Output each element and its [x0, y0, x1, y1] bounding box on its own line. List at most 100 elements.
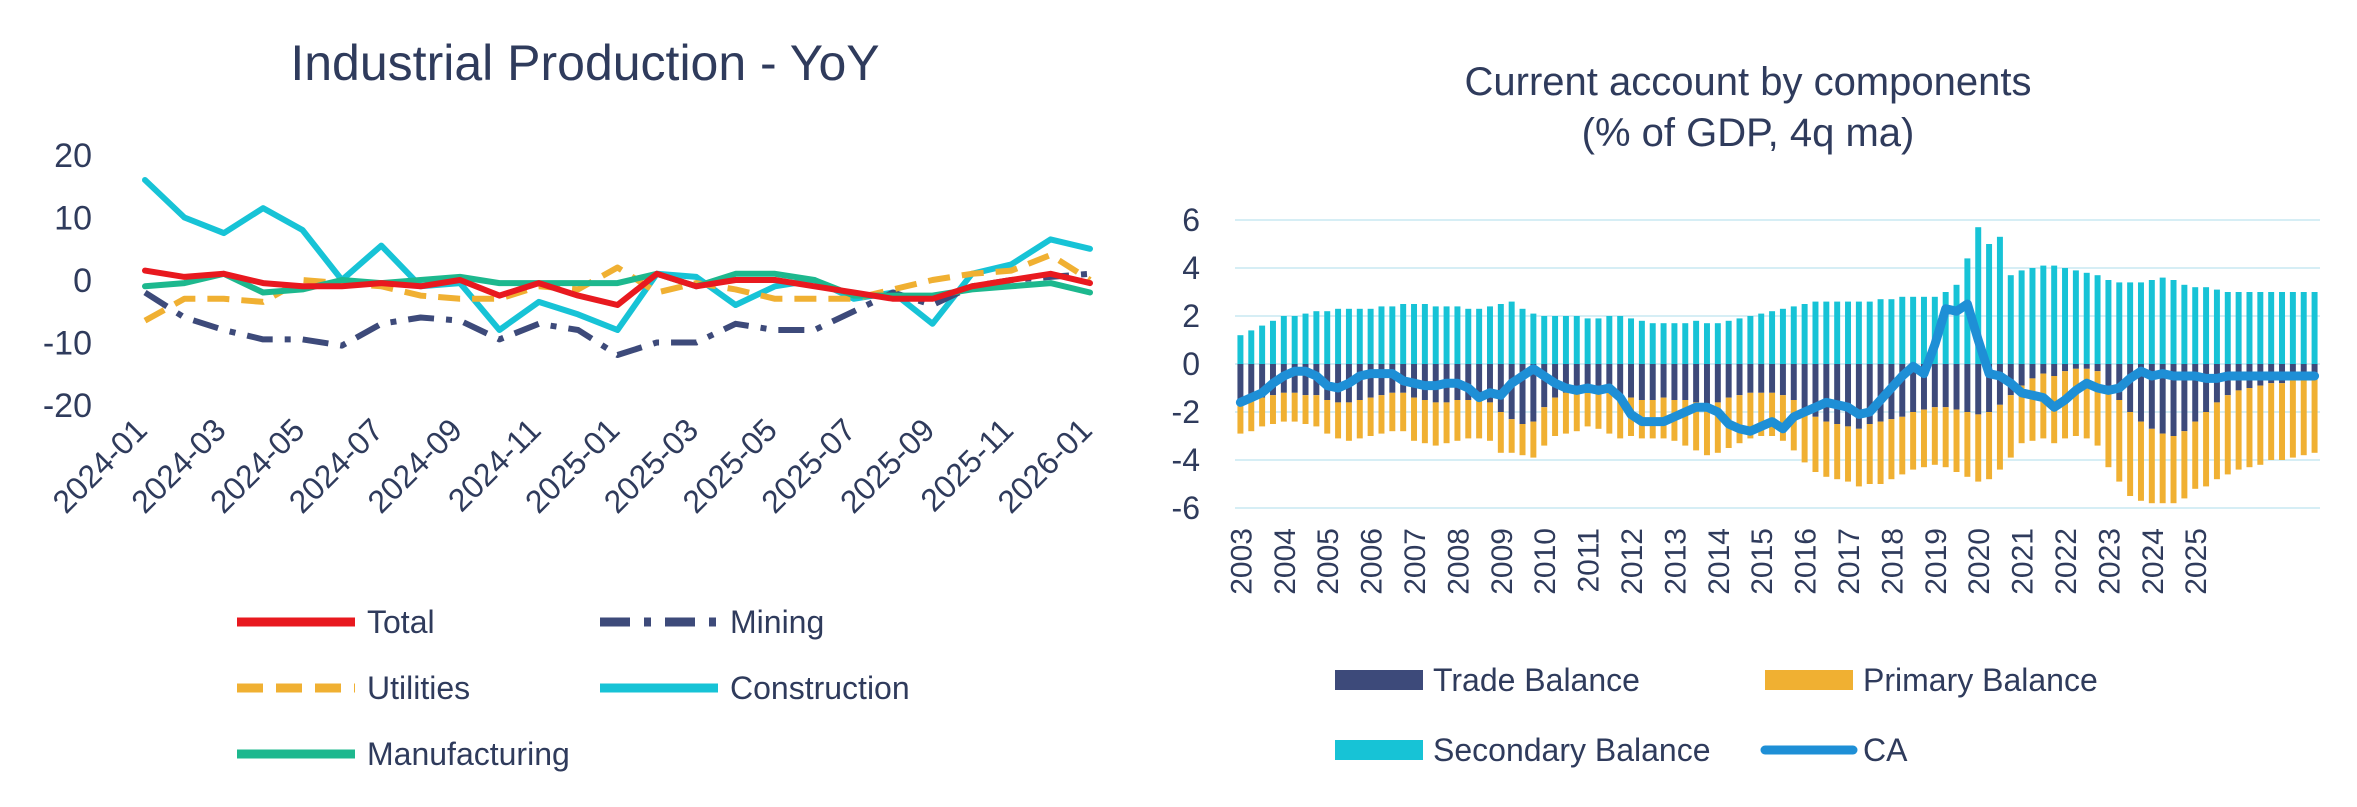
- bar-primary-balance: [2279, 383, 2286, 460]
- bar-trade-balance: [1736, 364, 1743, 396]
- bar-secondary-balance: [1313, 311, 1320, 364]
- legend: Trade Balance Primary Balance Secondary Ba…: [1335, 662, 2098, 768]
- bar-secondary-balance: [1855, 301, 1862, 364]
- x-tick-label: 2006: [1356, 528, 1389, 595]
- x-tick-label: 2008: [1442, 528, 1475, 595]
- bar-secondary-balance: [2311, 292, 2318, 364]
- bar-trade-balance: [1530, 364, 1537, 422]
- bar-trade-balance: [1617, 364, 1624, 396]
- bar-primary-balance: [2181, 431, 2188, 499]
- x-tick-label: 2011: [1573, 528, 1606, 593]
- bar-primary-balance: [1541, 407, 1548, 446]
- bar-primary-balance: [1259, 397, 1266, 427]
- bar-trade-balance: [1497, 364, 1504, 412]
- bar-secondary-balance: [1801, 304, 1808, 364]
- bar-secondary-balance: [1248, 330, 1255, 364]
- bar-secondary-balance: [1628, 318, 1635, 364]
- bar-primary-balance: [2040, 373, 2047, 439]
- y-tick-label: 10: [54, 200, 92, 238]
- bar-trade-balance: [1910, 364, 1917, 412]
- bar-secondary-balance: [2116, 282, 2123, 364]
- bar-secondary-balance: [1920, 296, 1927, 364]
- legend-label: Primary Balance: [1863, 662, 2098, 698]
- x-tick-label: 2023: [2093, 528, 2126, 595]
- bar-secondary-balance: [1812, 301, 1819, 364]
- bar-trade-balance: [1703, 364, 1710, 405]
- bar-primary-balance: [1356, 400, 1363, 439]
- bar-secondary-balance: [1638, 320, 1645, 364]
- bar-secondary-balance: [1790, 306, 1797, 364]
- legend-swatch-primary-balance: [1765, 670, 1853, 690]
- bar-primary-balance: [2072, 368, 2079, 436]
- bar-trade-balance: [1899, 364, 1906, 417]
- bar-secondary-balance: [2094, 275, 2101, 364]
- legend-label: Total: [367, 604, 435, 640]
- legend-label: CA: [1863, 732, 1908, 768]
- bar-primary-balance: [1432, 402, 1439, 446]
- bar-primary-balance: [1758, 392, 1765, 436]
- bar-secondary-balance: [2029, 268, 2036, 364]
- bar-trade-balance: [1291, 364, 1298, 393]
- x-tick-label: 2010: [1529, 528, 1562, 595]
- bar-secondary-balance: [1411, 304, 1418, 364]
- bar-trade-balance: [1812, 364, 1819, 417]
- bar-secondary-balance: [2181, 284, 2188, 364]
- bar-primary-balance: [1975, 414, 1982, 482]
- x-tick-label: 2021: [2007, 528, 2040, 595]
- y-tick-label: 6: [1182, 202, 1200, 238]
- bar-trade-balance: [2148, 364, 2155, 429]
- bar-trade-balance: [2105, 364, 2112, 388]
- bar-trade-balance: [2192, 364, 2199, 422]
- bar-secondary-balance: [1508, 301, 1515, 364]
- y-tick-label: -6: [1172, 490, 1200, 526]
- x-tick-label: 2020: [1963, 528, 1996, 595]
- bar-primary-balance: [2148, 428, 2155, 504]
- y-tick-label: -2: [1172, 394, 1200, 430]
- bar-primary-balance: [1280, 392, 1287, 422]
- bar-secondary-balance: [1378, 306, 1385, 364]
- bar-secondary-balance: [1324, 311, 1331, 364]
- bar-trade-balance: [1562, 364, 1569, 393]
- bar-secondary-balance: [1899, 296, 1906, 364]
- bar-trade-balance: [1714, 364, 1721, 403]
- bar-primary-balance: [1302, 395, 1309, 424]
- bar-secondary-balance: [1335, 308, 1342, 364]
- bar-secondary-balance: [2279, 292, 2286, 364]
- bar-secondary-balance: [1345, 308, 1352, 364]
- bar-secondary-balance: [1736, 318, 1743, 364]
- bar-secondary-balance: [1280, 316, 1287, 364]
- bar-secondary-balance: [1866, 301, 1873, 364]
- bar-secondary-balance: [2257, 292, 2264, 364]
- bar-primary-balance: [1389, 392, 1396, 432]
- bar-trade-balance: [1866, 364, 1873, 424]
- bar-primary-balance: [2127, 412, 2134, 496]
- bar-primary-balance: [1910, 412, 1917, 470]
- bar-primary-balance: [2116, 400, 2123, 482]
- bar-trade-balance: [1931, 364, 1938, 408]
- bar-primary-balance: [1888, 419, 1895, 480]
- bar-trade-balance: [1476, 364, 1483, 400]
- x-tick-label: 2016: [1790, 528, 1823, 595]
- x-tick-label: 2012: [1616, 528, 1649, 595]
- bar-secondary-balance: [1302, 313, 1309, 364]
- bar-primary-balance: [1942, 407, 1949, 468]
- legend-label: Mining: [730, 604, 824, 640]
- bar-trade-balance: [1628, 364, 1635, 398]
- bar-secondary-balance: [2213, 289, 2220, 364]
- bar-trade-balance: [2300, 364, 2307, 376]
- bar-secondary-balance: [1237, 335, 1244, 364]
- bar-secondary-balance: [2007, 275, 2014, 364]
- bar-secondary-balance: [2203, 287, 2210, 364]
- bar-primary-balance: [1552, 397, 1559, 436]
- bar-primary-balance: [1779, 395, 1786, 441]
- bar-secondary-balance: [1367, 308, 1374, 364]
- bar-primary-balance: [2007, 395, 2014, 458]
- bar-trade-balance: [1660, 364, 1667, 398]
- bar-trade-balance: [1986, 364, 1993, 412]
- legend-label: Utilities: [367, 670, 470, 706]
- bar-primary-balance: [1606, 392, 1613, 434]
- industrial-production-chart: Industrial Production - YoY 20100-10-20 …: [43, 35, 1099, 772]
- bar-trade-balance: [1877, 364, 1884, 422]
- bar-primary-balance: [2029, 378, 2036, 441]
